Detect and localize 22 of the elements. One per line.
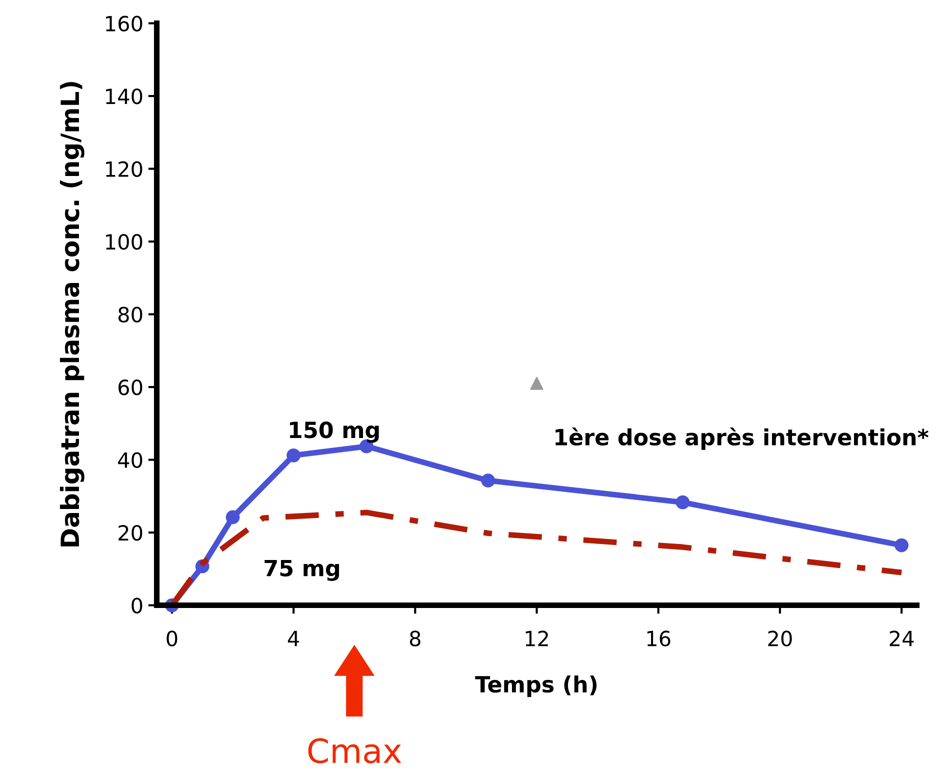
y-axis-title: Dabigatran plasma conc. (ng/mL): [60, 82, 84, 546]
y-tick-label: 0: [132, 598, 142, 614]
y-tick-label: 40: [118, 452, 142, 468]
series-label: 75 mg: [264, 560, 340, 581]
x-tick-label: 16: [647, 630, 670, 646]
y-tick-label: 160: [106, 16, 142, 32]
y-tick-label: 20: [118, 524, 142, 541]
y-tick-label: 120: [106, 161, 142, 177]
x-tick-label: 24: [890, 630, 914, 646]
y-tick-label: 140: [106, 88, 142, 104]
x-axis-title: Temps (h): [475, 675, 597, 697]
series-label: 150 mg: [290, 421, 379, 443]
x-tick-label: 12: [526, 630, 548, 646]
text: Cmax: [308, 738, 402, 764]
y-tick-label: 100: [106, 234, 142, 250]
x-tick-label: 20: [768, 630, 792, 646]
y-tick-label: 60: [118, 379, 142, 396]
x-tick-label: 8: [410, 630, 420, 646]
x-tick-label: 4: [288, 630, 300, 646]
x-tick-label: 0: [166, 630, 178, 646]
y-tick-label: 80: [118, 306, 142, 322]
annotation: 1ère dose après intervention*: [556, 427, 928, 450]
